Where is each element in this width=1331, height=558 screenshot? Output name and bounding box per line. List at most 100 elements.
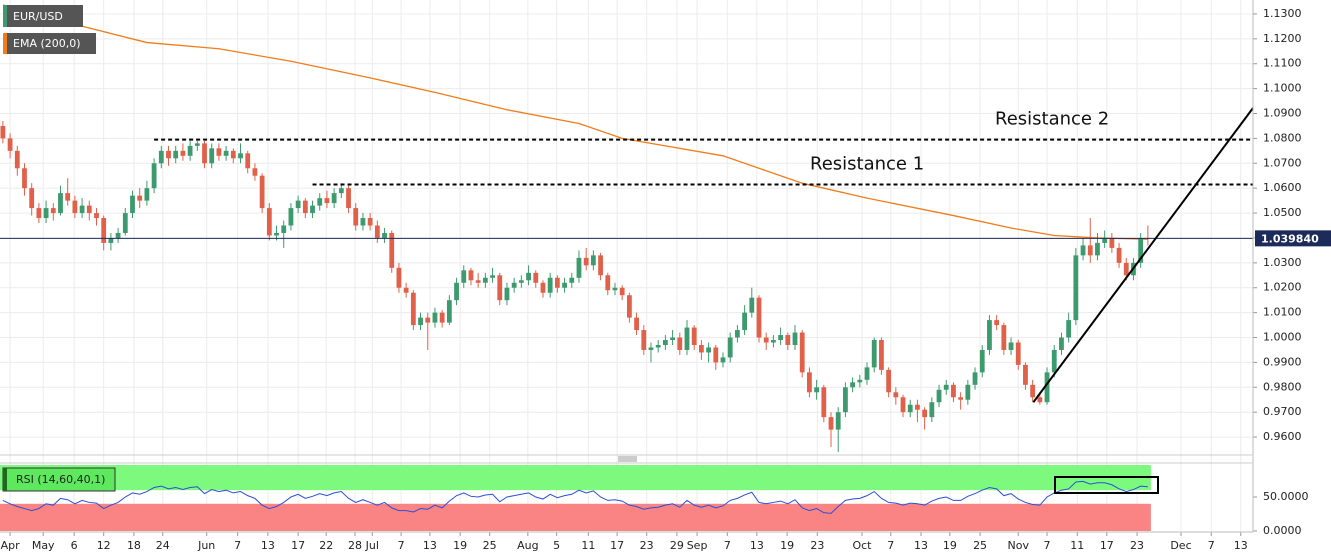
last-price-box [1255,230,1331,247]
candle-body [439,312,445,323]
y-tick-label: 1.0500 [1263,206,1302,219]
candle-body [497,275,503,301]
candle-body [209,148,215,164]
rsi-line [2,480,1148,514]
candle-body [374,225,380,238]
candle-body [1059,337,1064,350]
candle-body [951,384,956,398]
x-tick-label: Jun [197,539,215,552]
candle-body [180,150,186,156]
x-tick-label: 11 [1070,539,1084,552]
x-tick-label: 22 [319,539,333,552]
candle-body [1116,247,1122,263]
candle-body [187,145,193,156]
candle-body [410,292,416,326]
x-tick-label: 25 [483,539,497,552]
y-tick-label: 1.1100 [1263,57,1302,70]
candle-body [634,317,639,331]
annotation: Resistance 2 [995,109,1109,130]
candle-body [158,150,164,164]
candle-body [223,150,229,156]
candle-body [353,208,359,226]
x-tick-label: 12 [97,539,111,552]
legend-swatch [3,5,7,27]
candle-body [389,232,395,268]
candle-body [302,200,308,214]
x-tick-label: Dec [1170,539,1191,552]
candle-body [288,208,294,226]
candle-body [857,379,863,383]
candle-body [843,387,848,413]
candle-body [886,369,892,393]
candle-body [821,387,827,418]
x-tick-label: 5 [553,539,560,552]
candle-body [130,195,135,214]
x-tick-label: 6 [71,539,78,552]
x-tick-label: 7 [724,539,731,552]
candle-body [461,270,467,283]
candle-body [554,277,560,288]
x-tick-label: 19 [453,539,467,552]
candle-body [101,218,107,243]
candle-body [317,198,323,206]
candle-body [994,320,1000,326]
candle-body [137,195,143,201]
candle-body [115,232,121,238]
candle-body [504,287,510,301]
candle-body [346,188,351,209]
candle-body [706,347,711,353]
candle-body [533,272,539,283]
candle-body [50,208,56,214]
x-tick-label: Jul [365,539,379,552]
last-price-label: 1.039840 [1261,232,1319,245]
x-tick-label: 7 [887,539,894,552]
candle-body [1023,364,1028,385]
candle-body [662,340,668,345]
candle-body [1030,384,1036,398]
candle-body [79,205,85,214]
candle-body [583,257,589,266]
candle-body [108,237,114,243]
candle-body [879,340,884,370]
candle-body [382,232,387,238]
candle-body [907,404,913,413]
candle-body [943,384,949,390]
candle-body [1080,245,1086,256]
candle-body [590,255,596,266]
candle-body [1109,237,1115,248]
y-tick-label: 50.0000 [1263,490,1309,503]
y-tick-label: 1.0700 [1263,156,1302,169]
legend-box [3,5,83,27]
candle-body [7,138,13,151]
candle-body [598,255,603,276]
candle-body [86,205,92,214]
x-tick-label: 19 [943,539,957,552]
legend-label: RSI (14,60,40,1) [16,473,105,486]
candle-body [655,344,661,348]
candle-body [1102,237,1108,243]
candle-body [987,320,992,350]
candle-body [468,270,474,281]
candle-body [915,404,920,410]
candle-body [454,282,459,301]
candle-body [864,367,870,380]
y-tick-label: 0.9900 [1263,355,1302,368]
candle-body [259,175,265,209]
candle-body [43,208,49,219]
candle-body [698,344,704,353]
candle-body [310,205,315,214]
y-tick-label: 1.1300 [1263,7,1302,20]
candle-body [490,275,495,278]
candle-body [65,193,71,201]
y-tick-label: 1.0600 [1263,181,1302,194]
candle-body [900,397,906,413]
y-tick-label: 1.0800 [1263,131,1302,144]
x-tick-label: 17 [291,539,305,552]
x-tick-label: 24 [156,539,170,552]
y-tick-label: 1.0100 [1263,306,1302,319]
y-tick-label: 1.0300 [1263,256,1302,269]
candle-body [569,277,575,283]
candle-body [403,287,409,293]
